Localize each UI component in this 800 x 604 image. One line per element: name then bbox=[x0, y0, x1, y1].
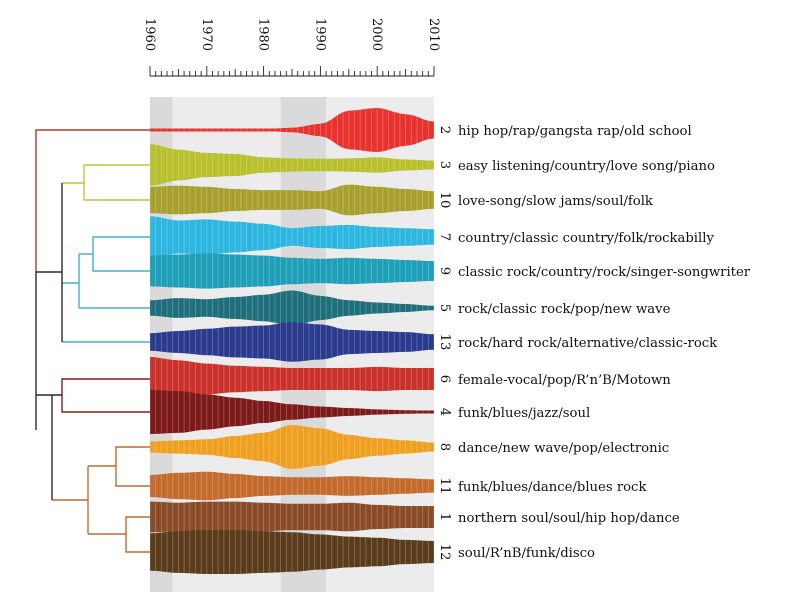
series-number-3: 3 bbox=[437, 161, 452, 169]
x-tick-label-2010: 2010 bbox=[426, 18, 441, 51]
series-stream-2 bbox=[150, 108, 434, 152]
series-label-6: female-vocal/pop/R’n’B/Motown bbox=[458, 373, 671, 388]
series-stream-12 bbox=[150, 530, 434, 574]
series-number-12: 12 bbox=[437, 544, 452, 561]
series-label-13: rock/hard rock/alternative/classic-rock bbox=[458, 336, 718, 351]
series-number-8: 8 bbox=[437, 443, 452, 451]
dendrogram bbox=[35, 129, 150, 553]
series-stream-13 bbox=[150, 322, 434, 362]
series-label-10: love-song/slow jams/soul/folk bbox=[458, 194, 654, 209]
x-tick-label-1980: 1980 bbox=[256, 18, 271, 51]
series-number-11: 11 bbox=[437, 478, 452, 495]
dendrogram-branch-1 bbox=[83, 164, 150, 201]
series-label-7: country/classic country/folk/rockabilly bbox=[458, 231, 714, 246]
series-stream-1 bbox=[150, 501, 434, 533]
series-stream-6 bbox=[150, 357, 434, 401]
dendrogram-branch-16 bbox=[125, 516, 150, 553]
series-label-5: rock/classic rock/pop/new wave bbox=[458, 302, 671, 317]
series-stream-9 bbox=[150, 253, 434, 289]
series-label-3: easy listening/country/love song/piano bbox=[458, 159, 715, 174]
x-axis: 1960 1970 1980 1990 2000 2010 bbox=[142, 18, 441, 77]
dendrogram-branch-0 bbox=[35, 129, 150, 272]
x-tick-label-2000: 2000 bbox=[369, 18, 384, 51]
series-streams bbox=[149, 108, 435, 574]
series-stream-10 bbox=[150, 184, 434, 216]
series-label-4: funk/blues/jazz/soul bbox=[458, 406, 590, 421]
series-label-8: dance/new wave/pop/electronic bbox=[458, 441, 669, 456]
series-number-10: 10 bbox=[437, 192, 452, 209]
dendrogram-branch-12 bbox=[61, 378, 150, 413]
series-labels: 2 hip hop/rap/gangsta rap/old school 3 easy… bbox=[437, 124, 751, 561]
series-label-11: funk/blues/dance/blues rock bbox=[458, 480, 647, 495]
series-stream-8 bbox=[150, 425, 434, 469]
series-number-1: 1 bbox=[437, 513, 452, 521]
series-stream-11 bbox=[150, 471, 434, 501]
series-stream-7 bbox=[150, 216, 434, 258]
dendrogram-branch-3 bbox=[92, 236, 150, 272]
series-stream-4 bbox=[150, 390, 434, 434]
series-label-2: hip hop/rap/gangsta rap/old school bbox=[458, 124, 692, 139]
x-tick-label-1990: 1990 bbox=[312, 18, 327, 51]
series-stream-5 bbox=[150, 290, 434, 326]
series-number-7: 7 bbox=[437, 233, 452, 241]
dendrogram-branch-14 bbox=[115, 446, 150, 487]
x-tick-label-1960: 1960 bbox=[142, 18, 157, 51]
series-number-9: 9 bbox=[437, 267, 452, 275]
series-stream-3 bbox=[150, 144, 434, 186]
series-number-2: 2 bbox=[437, 126, 452, 134]
series-label-9: classic rock/country/rock/singer-songwri… bbox=[458, 265, 751, 280]
series-number-13: 13 bbox=[437, 334, 452, 351]
series-number-6: 6 bbox=[437, 375, 452, 383]
series-number-5: 5 bbox=[437, 304, 452, 312]
series-label-12: soul/R’nB/funk/disco bbox=[458, 546, 595, 561]
series-label-1: northern soul/soul/hip hop/dance bbox=[458, 511, 680, 526]
x-tick-label-1970: 1970 bbox=[199, 18, 214, 51]
series-number-4: 4 bbox=[437, 408, 452, 416]
